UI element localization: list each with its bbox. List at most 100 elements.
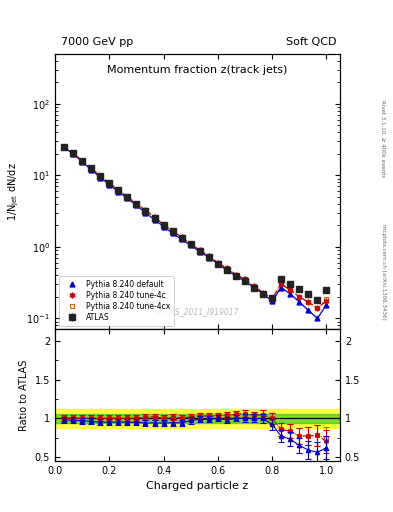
- Pythia 8.240 default: [207, 254, 211, 261]
- Pythia 8.240 default: [252, 285, 256, 291]
- Pythia 8.240 default: [125, 196, 130, 202]
- Pythia 8.240 tune-4c: [279, 281, 283, 287]
- Pythia 8.240 tune-4cx: [71, 150, 75, 156]
- Pythia 8.240 tune-4cx: [62, 144, 66, 150]
- Text: mcplots.cern.ch [arXiv:1306.3436]: mcplots.cern.ch [arXiv:1306.3436]: [381, 224, 386, 319]
- Pythia 8.240 tune-4c: [170, 228, 175, 234]
- Pythia 8.240 tune-4c: [215, 260, 220, 266]
- Legend: Pythia 8.240 default, Pythia 8.240 tune-4c, Pythia 8.240 tune-4cx, ATLAS: Pythia 8.240 default, Pythia 8.240 tune-…: [59, 276, 174, 326]
- Pythia 8.240 default: [170, 230, 175, 236]
- Pythia 8.240 tune-4c: [188, 241, 193, 247]
- Pythia 8.240 tune-4cx: [306, 299, 310, 305]
- Pythia 8.240 tune-4c: [324, 298, 329, 304]
- Pythia 8.240 tune-4c: [252, 283, 256, 289]
- Pythia 8.240 default: [89, 166, 94, 173]
- Pythia 8.240 tune-4cx: [279, 281, 283, 287]
- Line: Pythia 8.240 default: Pythia 8.240 default: [62, 145, 329, 321]
- Pythia 8.240 tune-4cx: [315, 305, 320, 311]
- Text: Momentum fraction z(track jets): Momentum fraction z(track jets): [107, 65, 288, 75]
- Pythia 8.240 tune-4cx: [179, 234, 184, 240]
- Pythia 8.240 tune-4c: [71, 150, 75, 156]
- Pythia 8.240 tune-4cx: [234, 271, 239, 278]
- Pythia 8.240 default: [179, 237, 184, 243]
- Pythia 8.240 tune-4cx: [89, 165, 94, 172]
- Pythia 8.240 default: [270, 298, 274, 304]
- Pythia 8.240 default: [98, 175, 103, 181]
- Pythia 8.240 default: [134, 202, 139, 208]
- Pythia 8.240 tune-4c: [125, 194, 130, 200]
- Pythia 8.240 tune-4c: [242, 276, 247, 283]
- Pythia 8.240 tune-4cx: [288, 287, 293, 293]
- Pythia 8.240 tune-4c: [161, 222, 166, 228]
- Pythia 8.240 tune-4cx: [188, 241, 193, 247]
- Text: Rivet 3.1.10, ≥ 400k events: Rivet 3.1.10, ≥ 400k events: [381, 100, 386, 177]
- Pythia 8.240 tune-4c: [107, 180, 112, 186]
- Text: ATLAS_2011_I919017: ATLAS_2011_I919017: [156, 307, 239, 316]
- Pythia 8.240 default: [288, 291, 293, 297]
- Pythia 8.240 tune-4cx: [297, 294, 301, 300]
- Pythia 8.240 default: [324, 302, 329, 308]
- Pythia 8.240 tune-4c: [179, 234, 184, 240]
- Pythia 8.240 tune-4c: [116, 187, 121, 193]
- Pythia 8.240 tune-4c: [306, 299, 310, 305]
- Pythia 8.240 tune-4c: [98, 173, 103, 179]
- Pythia 8.240 tune-4c: [197, 247, 202, 253]
- Pythia 8.240 default: [152, 217, 157, 223]
- Pythia 8.240 tune-4c: [89, 165, 94, 172]
- Pythia 8.240 tune-4c: [288, 287, 293, 293]
- Pythia 8.240 tune-4cx: [107, 180, 112, 186]
- Pythia 8.240 tune-4c: [152, 214, 157, 220]
- Pythia 8.240 tune-4cx: [98, 173, 103, 179]
- Line: Pythia 8.240 tune-4cx: Pythia 8.240 tune-4cx: [62, 144, 329, 310]
- Pythia 8.240 tune-4cx: [134, 201, 139, 207]
- Pythia 8.240 tune-4cx: [207, 253, 211, 259]
- Pythia 8.240 tune-4cx: [116, 187, 121, 193]
- Pythia 8.240 tune-4cx: [170, 228, 175, 234]
- Pythia 8.240 tune-4cx: [261, 289, 266, 295]
- Pythia 8.240 tune-4cx: [324, 296, 329, 303]
- Pythia 8.240 tune-4c: [207, 253, 211, 259]
- Pythia 8.240 tune-4c: [315, 305, 320, 311]
- Pythia 8.240 default: [297, 299, 301, 305]
- Pythia 8.240 tune-4cx: [270, 295, 274, 302]
- Pythia 8.240 tune-4cx: [143, 207, 148, 214]
- Pythia 8.240 default: [107, 182, 112, 188]
- Pythia 8.240 default: [197, 248, 202, 254]
- Pythia 8.240 tune-4c: [80, 158, 84, 164]
- Pythia 8.240 tune-4c: [261, 289, 266, 295]
- Pythia 8.240 default: [62, 144, 66, 151]
- Pythia 8.240 default: [315, 315, 320, 322]
- Pythia 8.240 default: [306, 307, 310, 313]
- Pythia 8.240 default: [224, 267, 229, 273]
- Pythia 8.240 default: [188, 242, 193, 248]
- Pythia 8.240 default: [234, 273, 239, 279]
- Pythia 8.240 default: [161, 224, 166, 230]
- Pythia 8.240 tune-4cx: [224, 265, 229, 271]
- Pythia 8.240 tune-4c: [270, 295, 274, 302]
- Pythia 8.240 tune-4cx: [252, 283, 256, 289]
- Pythia 8.240 default: [71, 151, 75, 157]
- Pythia 8.240 tune-4c: [297, 294, 301, 300]
- Pythia 8.240 default: [215, 261, 220, 267]
- Pythia 8.240 tune-4cx: [125, 194, 130, 200]
- Pythia 8.240 tune-4cx: [161, 222, 166, 228]
- Pythia 8.240 default: [116, 188, 121, 195]
- Pythia 8.240 tune-4cx: [152, 214, 157, 220]
- Y-axis label: 1/N$_\mathregular{jet}$ dN/dz: 1/N$_\mathregular{jet}$ dN/dz: [6, 162, 21, 221]
- Pythia 8.240 default: [80, 159, 84, 165]
- Pythia 8.240 default: [242, 278, 247, 284]
- X-axis label: Charged particle z: Charged particle z: [146, 481, 249, 491]
- Pythia 8.240 default: [143, 209, 148, 216]
- Pythia 8.240 tune-4cx: [215, 260, 220, 266]
- Pythia 8.240 tune-4cx: [80, 158, 84, 164]
- Y-axis label: Ratio to ATLAS: Ratio to ATLAS: [19, 359, 29, 431]
- Pythia 8.240 tune-4c: [143, 207, 148, 214]
- Text: Soft QCD: Soft QCD: [286, 37, 336, 47]
- Pythia 8.240 tune-4c: [134, 201, 139, 207]
- Text: 7000 GeV pp: 7000 GeV pp: [61, 37, 133, 47]
- Line: Pythia 8.240 tune-4c: Pythia 8.240 tune-4c: [61, 144, 329, 311]
- Pythia 8.240 tune-4c: [224, 265, 229, 271]
- Pythia 8.240 default: [261, 291, 266, 297]
- Pythia 8.240 tune-4c: [62, 144, 66, 150]
- Pythia 8.240 default: [279, 285, 283, 291]
